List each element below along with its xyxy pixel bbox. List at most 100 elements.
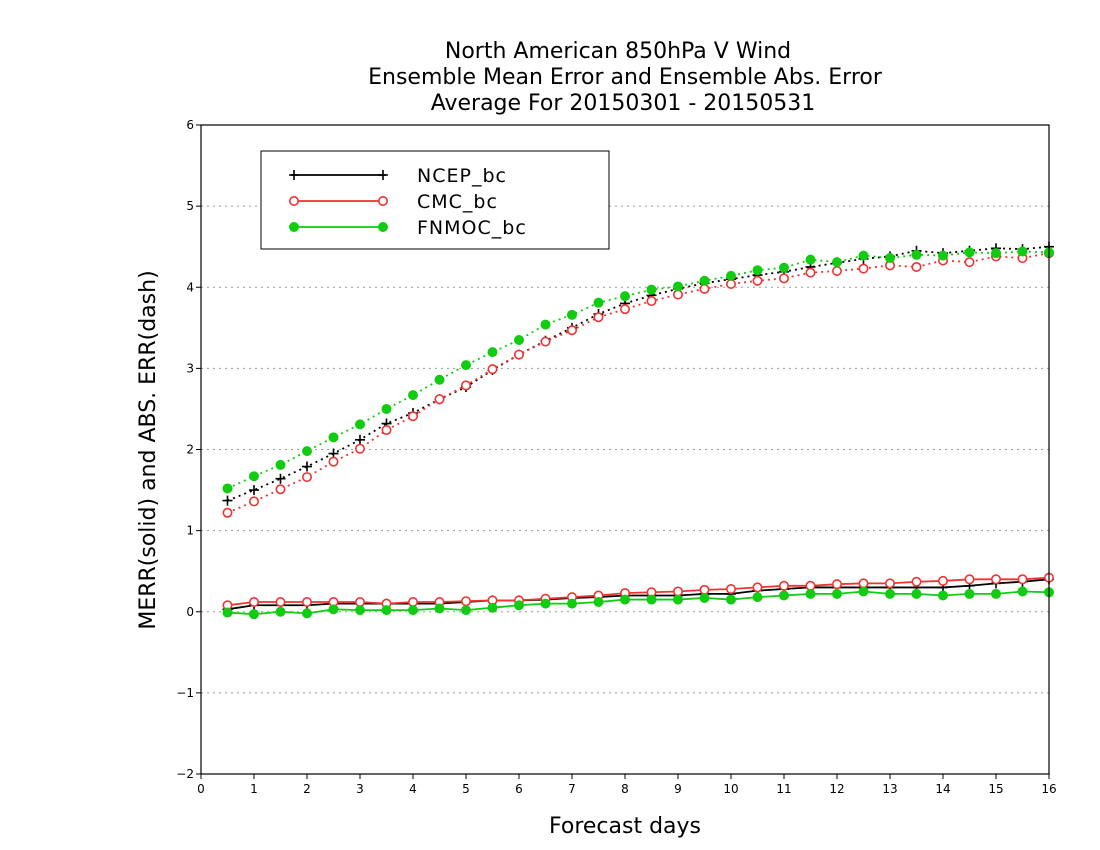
series-fnmoc-bc-merr-point xyxy=(938,590,948,601)
x-tick-label: 11 xyxy=(776,782,791,796)
series-fnmoc-bc-abs-err-point xyxy=(567,309,577,320)
series-fnmoc-bc-abs-err-point xyxy=(938,250,948,261)
series-fnmoc-bc-abs-err-point xyxy=(779,262,789,273)
series-fnmoc-bc-abs-err-point xyxy=(673,281,683,292)
legend-marker xyxy=(289,222,299,232)
series-fnmoc-bc-merr-point xyxy=(249,609,259,620)
series-cmc-bc-abs-err-point xyxy=(249,496,260,507)
legend-label: CMC_bc xyxy=(417,191,498,213)
series-fnmoc-bc-abs-err-point xyxy=(540,319,551,330)
series-cmc-bc-merr-point xyxy=(460,596,471,607)
series-fnmoc-bc-merr-point xyxy=(673,594,683,605)
legend: NCEP_bc CMC_bc FNMOC_bc xyxy=(260,150,610,250)
series-cmc-bc-merr-point xyxy=(249,597,260,608)
legend-item-cmc-bc: CMC_bc xyxy=(288,191,498,213)
y-tick-label: −1 xyxy=(176,686,194,700)
series-fnmoc-bc-abs-err-point xyxy=(726,270,736,281)
series-ncep-bc xyxy=(222,241,1054,615)
x-tick-label: 3 xyxy=(356,782,364,796)
series-fnmoc-bc-abs-err-point xyxy=(699,275,710,286)
series-fnmoc-bc-merr-point xyxy=(461,605,471,616)
series-cmc-bc-merr-line xyxy=(227,576,1050,607)
x-tick-label: 14 xyxy=(935,782,950,796)
y-tick-label: 3 xyxy=(186,361,194,375)
series-fnmoc-bc-abs-err-point xyxy=(593,297,604,308)
series-fnmoc-bc-abs-err-point xyxy=(1017,246,1028,257)
series-cmc-bc-abs-err-point xyxy=(831,266,842,277)
series-cmc-bc-merr-point xyxy=(990,574,1001,585)
series-cmc-bc-merr-point xyxy=(699,584,710,595)
series-cmc-bc-abs-err-point xyxy=(460,380,471,391)
series-layer xyxy=(222,241,1055,620)
series-fnmoc-bc-abs-err-point xyxy=(991,248,1001,259)
series-cmc-bc-abs-err-point xyxy=(619,304,630,315)
series-fnmoc-bc-merr-point xyxy=(514,600,524,611)
x-tick-label: 9 xyxy=(674,782,682,796)
series-cmc-bc-merr-point xyxy=(805,580,816,591)
series-cmc-bc-merr-point xyxy=(354,597,365,608)
series-cmc-bc-merr-point xyxy=(275,597,286,608)
y-tick-label: 2 xyxy=(186,443,194,457)
series-cmc-bc-abs-err-point xyxy=(778,273,789,284)
series-fnmoc-bc-merr-point xyxy=(805,588,816,599)
gridlines xyxy=(201,205,1049,694)
legend-marker xyxy=(378,222,388,232)
series-cmc-bc-abs-err-point xyxy=(752,275,763,286)
x-tick-label: 8 xyxy=(621,782,629,796)
series-fnmoc-bc-abs-err-point xyxy=(885,253,895,264)
series-ncep-bc-abs-err-point xyxy=(222,495,233,506)
series-fnmoc-bc-merr-point xyxy=(567,598,577,609)
series-cmc-bc-abs-err-point xyxy=(911,261,922,272)
legend-item-ncep-bc: NCEP_bc xyxy=(289,165,507,187)
series-cmc-bc-abs-err-point xyxy=(301,472,312,483)
series-cmc-bc-merr-point xyxy=(407,597,418,608)
series-fnmoc-bc-abs-err-point xyxy=(805,254,816,265)
y-tick-label: 1 xyxy=(186,524,194,538)
series-fnmoc-bc-abs-err-point xyxy=(911,249,922,260)
series-cmc-bc-merr-point xyxy=(778,580,789,591)
series-fnmoc-bc-abs-err-line xyxy=(227,250,1050,490)
series-cmc-bc-abs-err-point xyxy=(328,456,339,467)
series-cmc-bc-abs-err-point xyxy=(434,394,445,405)
series-fnmoc-bc-abs-err-point xyxy=(434,374,445,385)
legend-item-fnmoc-bc: FNMOC_bc xyxy=(289,217,527,239)
series-cmc-bc-abs-err-point xyxy=(699,283,710,294)
series-fnmoc-bc-abs-err-point xyxy=(514,334,524,345)
x-tick-label: 10 xyxy=(723,782,738,796)
legend-box xyxy=(260,150,610,250)
series-fnmoc-bc xyxy=(222,246,1054,620)
series-ncep-bc-abs-err-point xyxy=(355,434,365,445)
series-fnmoc-bc-merr-point xyxy=(699,592,710,603)
legend-label: NCEP_bc xyxy=(417,165,507,187)
series-fnmoc-bc-merr-point xyxy=(832,588,842,599)
legend-marker xyxy=(377,196,388,207)
series-fnmoc-bc-abs-err-point xyxy=(328,432,339,443)
series-fnmoc-bc-merr-point xyxy=(1017,586,1028,597)
chart-title-line-3: Average For 20150301 - 20150531 xyxy=(431,91,816,116)
series-fnmoc-bc-merr-point xyxy=(911,588,922,599)
series-fnmoc-bc-merr-point xyxy=(964,588,975,599)
y-tick-label: 5 xyxy=(186,199,194,213)
x-tick-label: 6 xyxy=(515,782,523,796)
x-tick-label: 4 xyxy=(409,782,417,796)
legend-label: FNMOC_bc xyxy=(417,217,527,239)
series-fnmoc-bc-abs-err-point xyxy=(487,347,498,358)
series-cmc-bc-abs-err-point xyxy=(540,336,551,347)
series-cmc-bc-abs-err-point xyxy=(964,257,975,268)
series-ncep-bc-abs-err-point xyxy=(275,473,286,484)
series-cmc-bc-merr-point xyxy=(1017,574,1028,585)
x-tick-label: 16 xyxy=(1041,782,1056,796)
series-cmc-bc-merr-point xyxy=(301,597,312,608)
series-fnmoc-bc-merr-point xyxy=(328,604,339,615)
chart-title-line-2: Ensemble Mean Error and Ensemble Abs. Er… xyxy=(368,65,883,90)
series-cmc-bc-merr-point xyxy=(858,578,869,589)
series-cmc-bc-merr-point xyxy=(752,582,763,593)
series-fnmoc-bc-merr-point xyxy=(620,594,630,605)
y-tick-label: 6 xyxy=(186,118,194,132)
series-fnmoc-bc-merr-point xyxy=(275,606,286,617)
series-fnmoc-bc-abs-err-point xyxy=(222,483,233,494)
series-fnmoc-bc-merr-point xyxy=(726,594,736,605)
series-cmc-bc-abs-err-point xyxy=(513,349,524,360)
series-fnmoc-bc-abs-err-point xyxy=(832,257,842,268)
